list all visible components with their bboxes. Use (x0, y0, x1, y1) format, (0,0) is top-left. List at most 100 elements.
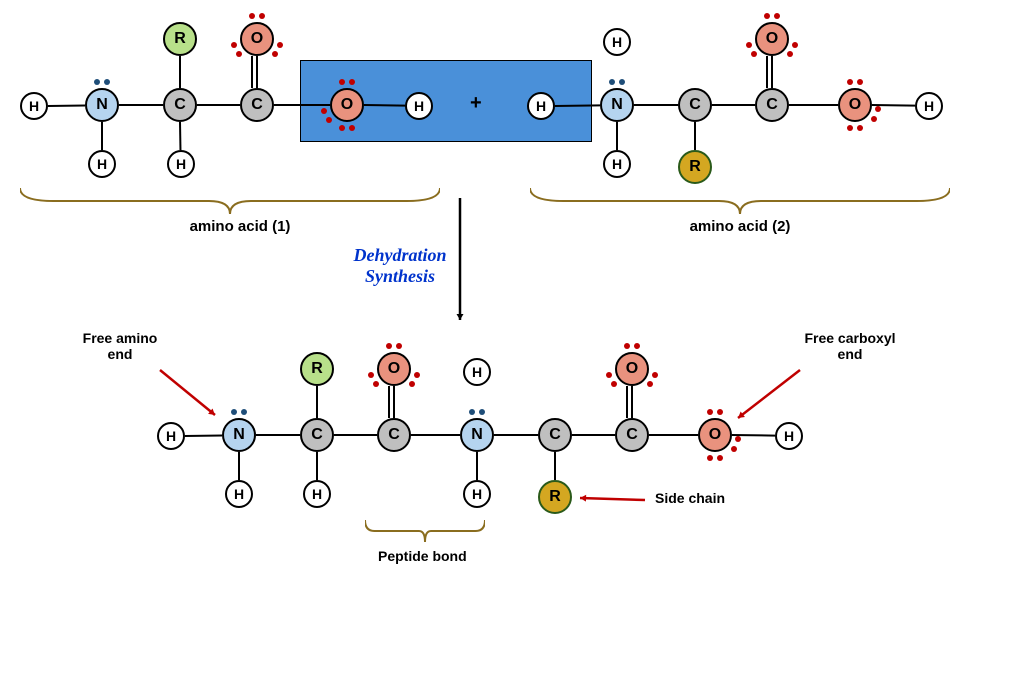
atom-c: C (240, 88, 274, 122)
atom-n: N (460, 418, 494, 452)
atom-h: H (88, 150, 116, 178)
lone-pair-dot (414, 372, 420, 378)
bond (179, 56, 181, 88)
lone-pair-dot (774, 13, 780, 19)
lone-pair-dot (647, 381, 653, 387)
lone-pair-dot (707, 455, 713, 461)
atom-o: O (377, 352, 411, 386)
bond (789, 104, 838, 106)
atom-h: H (463, 358, 491, 386)
atom-o: O (755, 22, 789, 56)
lone-pair-dot (326, 117, 332, 123)
bond (316, 386, 318, 418)
bond (119, 104, 163, 106)
bond (274, 104, 330, 106)
curly-brace (365, 520, 485, 542)
label: Free aminoend (75, 330, 165, 362)
bond (256, 434, 300, 436)
lone-pair-dot (349, 125, 355, 131)
lone-pair-dot (469, 409, 475, 415)
bond (771, 56, 773, 88)
lone-pair-dot (847, 79, 853, 85)
lone-pair-dot (606, 372, 612, 378)
atom-c: C (300, 418, 334, 452)
bond (185, 434, 222, 437)
label: Peptide bond (378, 548, 467, 564)
atom-c: C (615, 418, 649, 452)
atom-h: H (303, 480, 331, 508)
lone-pair-dot (231, 42, 237, 48)
lone-pair-dot (857, 125, 863, 131)
bond (694, 122, 696, 150)
label: Free carboxylend (795, 330, 905, 362)
bond (572, 434, 615, 436)
bond (712, 104, 755, 106)
atom-r: R (300, 352, 334, 386)
lone-pair-dot (94, 79, 100, 85)
lone-pair-dot (409, 381, 415, 387)
atom-c: C (163, 88, 197, 122)
lone-pair-dot (249, 13, 255, 19)
lone-pair-dot (104, 79, 110, 85)
atom-c: C (755, 88, 789, 122)
lone-pair-dot (792, 42, 798, 48)
bond (48, 104, 85, 107)
lone-pair-dot (871, 116, 877, 122)
atom-c: C (377, 418, 411, 452)
label: amino acid (1) (160, 218, 320, 235)
bond (256, 56, 258, 88)
lone-pair-dot (241, 409, 247, 415)
lone-pair-dot (231, 409, 237, 415)
lone-pair-dot (746, 42, 752, 48)
lone-pair-dot (764, 13, 770, 19)
lone-pair-dot (386, 343, 392, 349)
lone-pair-dot (857, 79, 863, 85)
lone-pair-dot (339, 79, 345, 85)
bond (393, 386, 395, 418)
atom-h: H (527, 92, 555, 120)
atom-h: H (405, 92, 433, 120)
label: DehydrationSynthesis (340, 245, 460, 287)
bond (238, 452, 240, 480)
lone-pair-dot (717, 409, 723, 415)
lone-pair-dot (259, 13, 265, 19)
lone-pair-dot (731, 446, 737, 452)
atom-h: H (603, 28, 631, 56)
atom-h: H (463, 480, 491, 508)
lone-pair-dot (277, 42, 283, 48)
atom-o: O (838, 88, 872, 122)
atom-h: H (225, 480, 253, 508)
lone-pair-dot (396, 343, 402, 349)
lone-pair-dot (875, 106, 881, 112)
lone-pair-dot (373, 381, 379, 387)
curly-brace (530, 188, 950, 214)
lone-pair-dot (611, 381, 617, 387)
label: amino acid (2) (660, 218, 820, 235)
atom-n: N (222, 418, 256, 452)
lone-pair-dot (751, 51, 757, 57)
atom-n: N (600, 88, 634, 122)
atom-r: R (163, 22, 197, 56)
bond (316, 452, 318, 480)
atom-h: H (167, 150, 195, 178)
lone-pair-dot (735, 436, 741, 442)
lone-pair-dot (479, 409, 485, 415)
bond (101, 122, 103, 150)
bond (555, 104, 600, 107)
bond (554, 452, 556, 480)
curly-brace (20, 188, 440, 214)
bond (411, 434, 460, 436)
atom-h: H (603, 150, 631, 178)
atom-h: H (915, 92, 943, 120)
bond (616, 122, 618, 150)
lone-pair-dot (847, 125, 853, 131)
arrow-icon (568, 486, 657, 512)
plus-sign: + (470, 92, 482, 115)
arrow-icon (726, 358, 812, 430)
bond (634, 104, 678, 106)
lone-pair-dot (624, 343, 630, 349)
lone-pair-dot (707, 409, 713, 415)
bond (334, 434, 377, 436)
lone-pair-dot (634, 343, 640, 349)
bond (649, 434, 698, 436)
